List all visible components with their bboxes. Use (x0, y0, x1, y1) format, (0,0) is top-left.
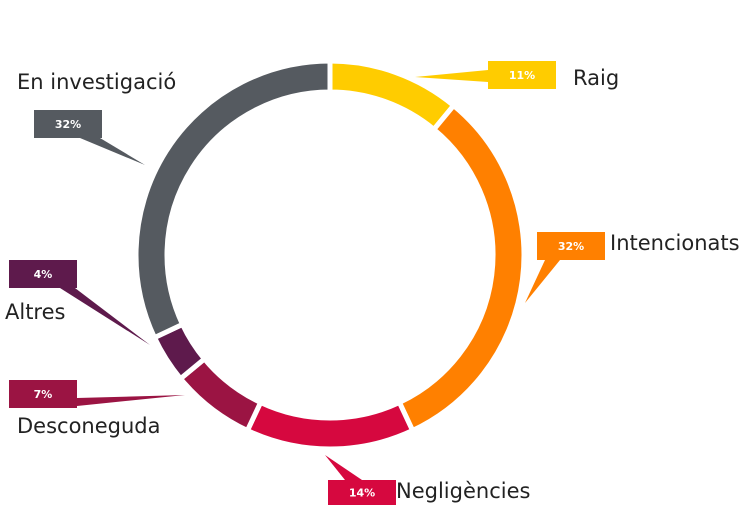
callout-box (34, 110, 102, 138)
value-label: 14% (349, 487, 375, 500)
category-label: En investigació (17, 70, 176, 94)
donut-segment (396, 101, 527, 434)
callout-box (9, 380, 77, 408)
callout-pointer (525, 260, 560, 303)
donut-segment (244, 399, 416, 452)
callout-pointer (77, 395, 185, 406)
callout-pointer (415, 70, 488, 82)
value-label: 32% (55, 118, 81, 131)
callout-box (328, 480, 396, 505)
callout-box (488, 61, 556, 89)
value-label: 7% (34, 388, 53, 401)
callout-pointer (80, 138, 145, 165)
donut-segment (327, 58, 458, 133)
donut-segment (133, 58, 333, 341)
value-label: 11% (509, 69, 535, 82)
category-label: Desconeguda (17, 414, 161, 438)
category-label: Intencionats (610, 231, 740, 255)
callout-pointer (325, 455, 362, 480)
category-label: Negligències (396, 479, 530, 503)
callout-box (537, 232, 605, 260)
category-label: Raig (573, 66, 619, 90)
callout-pointer (60, 288, 150, 345)
callout-box (9, 260, 77, 288)
value-label: 4% (34, 268, 53, 281)
category-label: Altres (5, 300, 65, 324)
value-label: 32% (558, 240, 584, 253)
